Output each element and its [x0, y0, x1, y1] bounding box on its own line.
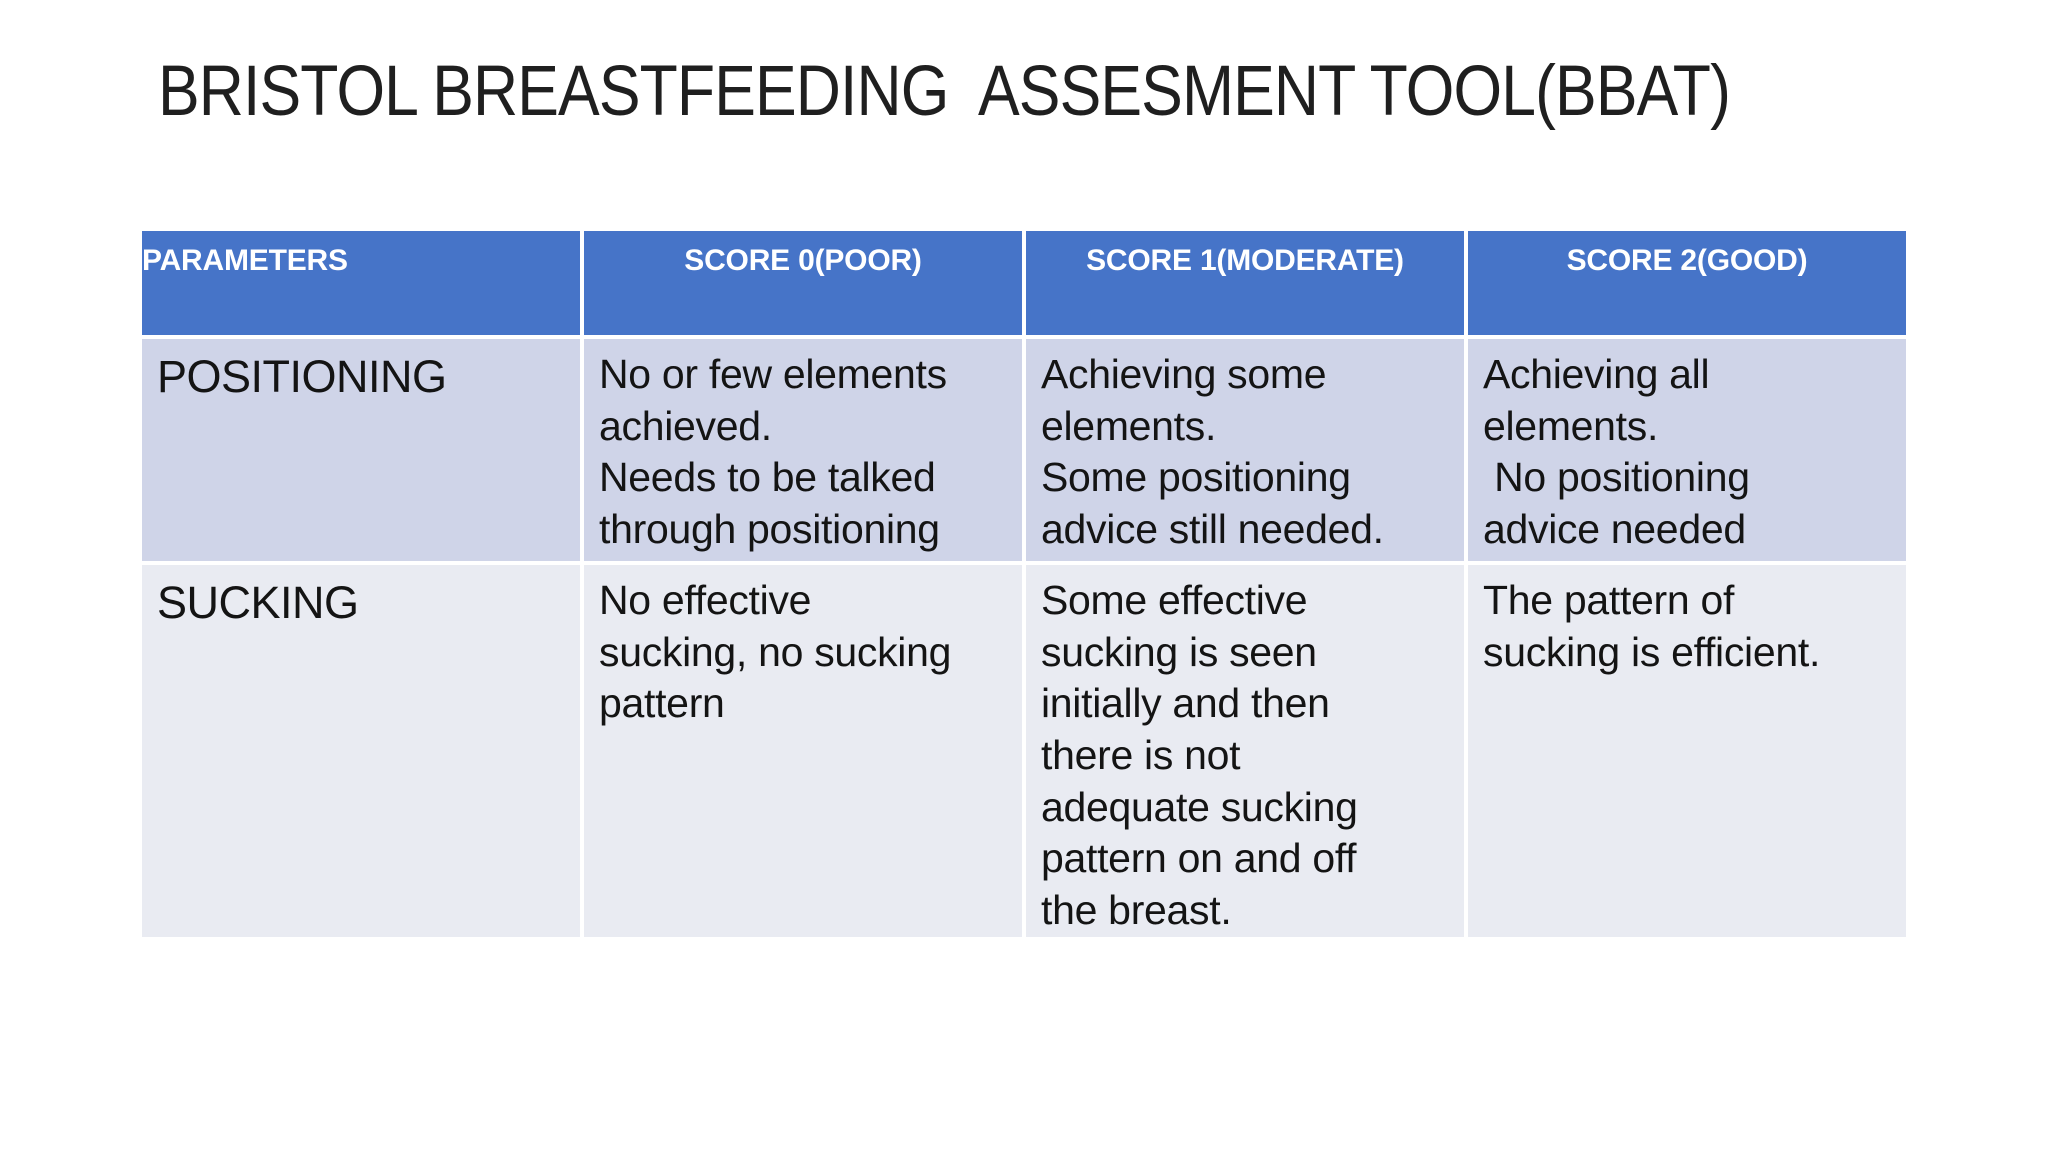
- cell-sucking-score1: Some effective sucking is seen initially…: [1026, 565, 1464, 937]
- cell-sucking-score2: The pattern of sucking is efficient.: [1468, 565, 1906, 937]
- header-score-1-moderate: SCORE 1(MODERATE): [1026, 231, 1464, 335]
- bbat-table: PARAMETERS SCORE 0(POOR) SCORE 1(MODERAT…: [142, 231, 1906, 937]
- header-score-0-poor: SCORE 0(POOR): [584, 231, 1022, 335]
- cell-sucking-parameter: SUCKING: [142, 565, 580, 937]
- header-score-2-good: SCORE 2(GOOD): [1468, 231, 1906, 335]
- cell-positioning-score0: No or few elements achieved. Needs to be…: [584, 339, 1022, 561]
- cell-positioning-parameter: POSITIONING: [142, 339, 580, 561]
- cell-positioning-score1: Achieving some elements. Some positionin…: [1026, 339, 1464, 561]
- slide-title: BRISTOL BREASTFEEDING ASSESMENT TOOL(BBA…: [158, 52, 1731, 131]
- cell-positioning-score2: Achieving all elements. No positioning a…: [1468, 339, 1906, 561]
- header-parameters: PARAMETERS: [142, 231, 580, 335]
- cell-sucking-score0: No effective sucking, no sucking pattern: [584, 565, 1022, 937]
